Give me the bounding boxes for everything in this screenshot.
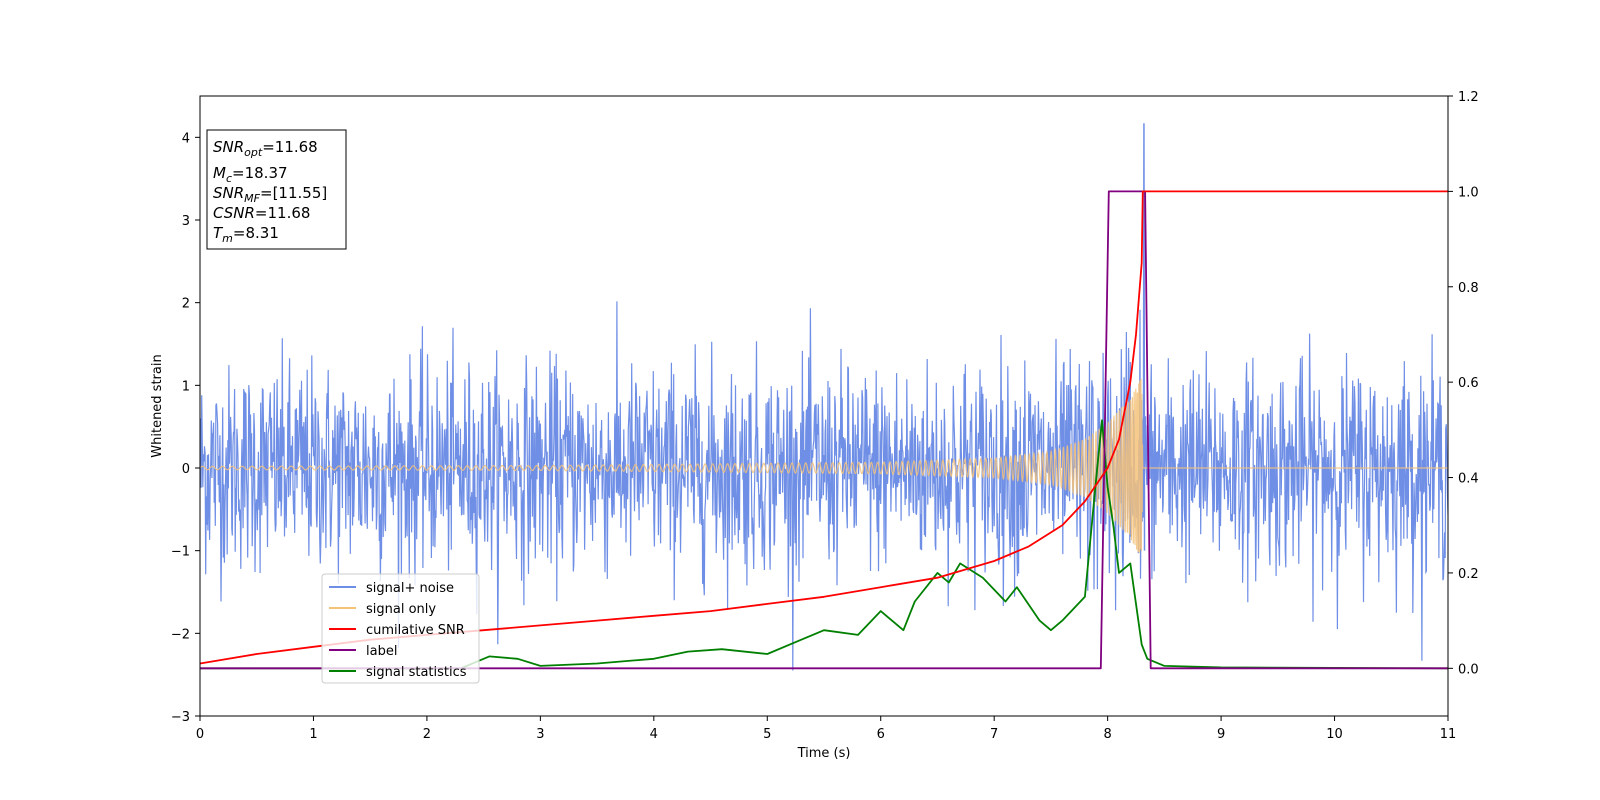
- y-tick-label-left: 3: [182, 214, 190, 229]
- x-tick-label: 2: [423, 727, 431, 742]
- legend-frame: [321, 573, 480, 684]
- x-tick-label: 4: [650, 727, 658, 742]
- x-tick-label: 0: [196, 727, 204, 742]
- legend-label: signal+ noise: [366, 581, 454, 596]
- y-tick-label-left: 0: [182, 462, 190, 477]
- info-line: Tm=8.31: [213, 224, 279, 245]
- y-tick-label-right: 0.0: [1458, 662, 1479, 677]
- info-box-frame: [206, 129, 347, 250]
- info-line: SNRopt=11.68: [213, 138, 318, 159]
- x-tick-label: 10: [1326, 727, 1343, 742]
- y-tick-label-left: −1: [171, 545, 190, 560]
- axes: 0 1 2 3 4 5 6 7 8 9 10 11 −3 −2 −1 0 1 2 3 4 0.0 0.2 0.4 0.6 0.8…: [171, 90, 1479, 742]
- y-tick-label-right: 0.8: [1458, 281, 1479, 296]
- info-line: CSNR=11.68: [213, 204, 310, 222]
- y-tick-label-left: 4: [182, 131, 190, 146]
- y-tick-label-left: 1: [182, 379, 190, 394]
- legend-label: signal statistics: [366, 665, 467, 680]
- y-tick-label-right: 0.4: [1458, 472, 1479, 487]
- x-tick-label: 5: [763, 727, 771, 742]
- legend: signal+ noise signal only cumilative SNR la…: [321, 573, 480, 684]
- x-tick-label: 11: [1440, 727, 1457, 742]
- series-signal-noise-peak: [1142, 123, 1146, 551]
- info-line: Mc=18.37: [213, 164, 288, 185]
- y-tick-label-right: 0.6: [1458, 376, 1479, 391]
- y-tick-label-right: 1.2: [1458, 90, 1479, 105]
- legend-label: label: [366, 644, 397, 659]
- x-tick-label: 6: [877, 727, 885, 742]
- series-label: [200, 190, 1448, 670]
- legend-label: signal only: [366, 602, 436, 617]
- x-tick-label: 7: [990, 727, 998, 742]
- y-tick-label-left: −2: [171, 627, 190, 642]
- plot-area: [200, 123, 1448, 671]
- x-tick-label: 8: [1103, 727, 1111, 742]
- series-signal-noise: [200, 301, 1448, 671]
- y-tick-label-right: 0.2: [1458, 567, 1479, 582]
- series-signal-only: [200, 378, 1448, 553]
- info-box: SNRopt=11.68 Mc=18.37SNRMF=[11.55]CSNR=11…: [206, 129, 347, 250]
- series-signal-statistics: [200, 419, 1448, 670]
- x-tick-label: 1: [309, 727, 317, 742]
- info-line: SNRMF=[11.55]: [213, 184, 327, 205]
- y-axis-label: Whitened strain: [150, 354, 165, 457]
- x-axis-label: Time (s): [797, 746, 851, 761]
- y-tick-label-right: 1.0: [1458, 185, 1479, 200]
- x-tick-label: 3: [536, 727, 544, 742]
- legend-label: cumilative SNR: [366, 623, 465, 638]
- y-tick-label-left: 2: [182, 297, 190, 312]
- x-tick-label: 9: [1217, 727, 1225, 742]
- plot-frame: [199, 95, 1449, 717]
- y-tick-label-left: −3: [171, 710, 190, 725]
